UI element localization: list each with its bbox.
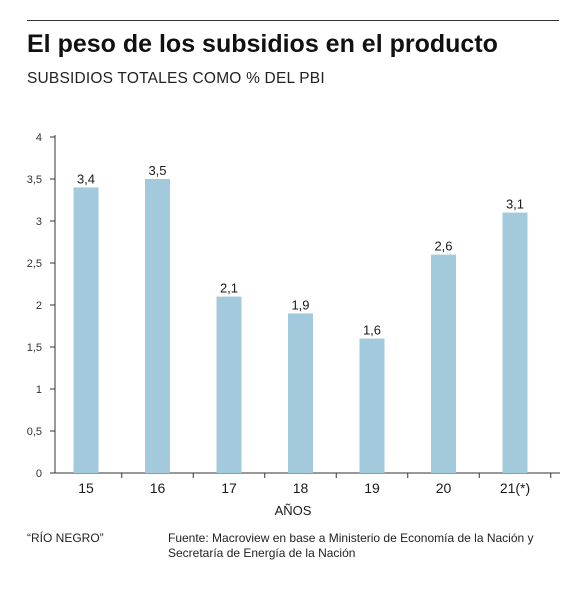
x-tick-label: 20 [436,480,452,496]
y-tick-label: 3 [36,216,42,228]
chart-subtitle: SUBSIDIOS TOTALES COMO % DEL PBI [27,70,325,87]
bar-value-label: 2,1 [220,281,238,296]
bar-value-label: 1,6 [363,323,381,338]
bar-19 [359,338,385,473]
bar-21 [502,212,528,473]
bar-18 [288,313,313,473]
source-note: Fuente: Macroview en base a Ministerio d… [168,531,568,561]
bar-value-label: 3,1 [506,197,524,212]
x-tick-label: 17 [221,480,237,496]
bar-value-label: 1,9 [291,297,309,312]
y-tick-label: 0 [36,468,42,480]
bar-value-label: 3,4 [77,171,95,186]
y-tick-label: 2 [36,300,42,312]
source-line-1: Fuente: Macroview en base a Ministerio d… [168,531,534,545]
chart-title: El peso de los subsidios en el producto [27,30,498,58]
x-tick-label: 16 [150,480,166,496]
bar-value-label: 2,6 [434,239,452,254]
source-line-2: Secretaría de Energía de la Nación [168,546,356,560]
bar-chart: 0 0,5 1 1,5 2 2,5 3 3,5 4 3,4 15 3,5 16 2,1 17 1,9 18 1,6… [27,132,560,518]
bar-15 [73,187,99,473]
x-tick-label: 19 [364,480,380,496]
y-tick-label: 1,5 [27,342,42,354]
x-tick-label: 15 [78,480,94,496]
y-tick-label: 1 [36,384,42,396]
publication-credit: “RÍO NEGRO” [27,531,104,545]
y-tick-label: 0,5 [27,426,42,438]
top-rule [27,20,559,21]
bar-value-label: 3,5 [148,163,166,178]
y-tick-label: 4 [36,132,42,144]
bar-16 [145,179,170,473]
x-tick-label: 18 [293,480,309,496]
y-tick-label: 3,5 [27,174,42,186]
bar-20 [431,254,456,473]
bar-17 [216,296,242,473]
y-tick-label: 2,5 [27,258,42,270]
x-axis-title: AÑOS [275,503,312,518]
x-tick-label: 21(*) [500,480,530,496]
